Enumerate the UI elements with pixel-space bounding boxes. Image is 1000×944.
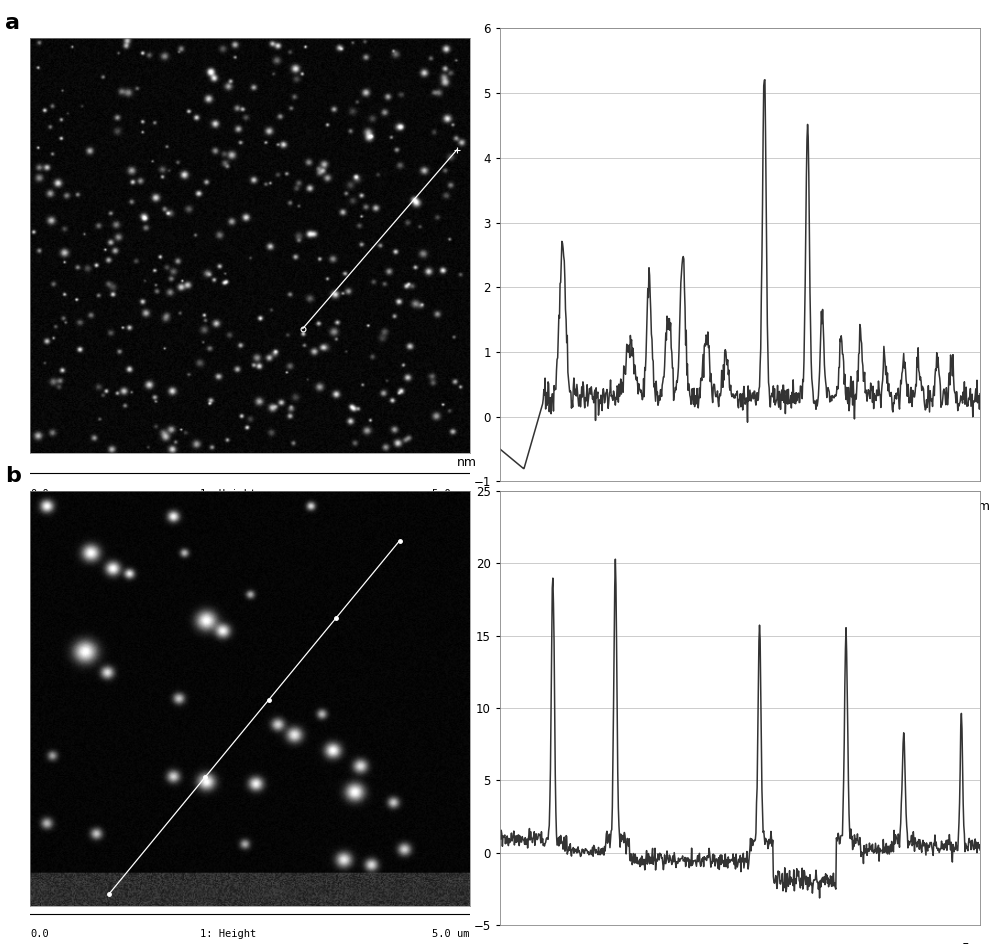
Text: 5μm: 5μm (962, 942, 990, 944)
Text: b: b (5, 466, 21, 486)
Text: 1: Height: 1: Height (200, 489, 256, 498)
Text: a: a (5, 13, 20, 33)
Text: 5μm: 5μm (962, 499, 990, 513)
Text: 5.0 um: 5.0 um (432, 489, 470, 498)
Text: 0.0: 0.0 (30, 929, 49, 938)
Text: nm: nm (457, 456, 477, 469)
Text: 1: Height: 1: Height (200, 929, 256, 938)
Text: 0.0: 0.0 (30, 489, 49, 498)
Text: 5.0 um: 5.0 um (432, 929, 470, 938)
